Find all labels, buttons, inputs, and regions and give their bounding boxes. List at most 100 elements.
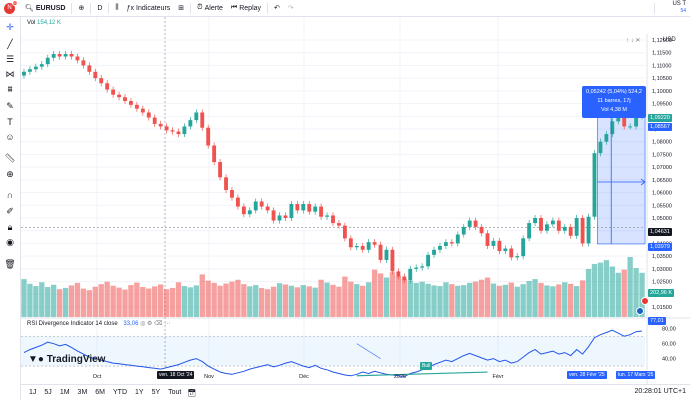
replay-button[interactable]: ⏮ Replay (227, 0, 265, 17)
indicators-label: Indicateurs (136, 4, 171, 12)
trash-icon[interactable]: 🗑︎ (4, 258, 16, 269)
rsi-badge: 77,01 (648, 317, 666, 325)
horizontal-lines-icon[interactable]: ☰ (5, 53, 15, 64)
candle-body (610, 121, 615, 135)
candle (230, 186, 234, 201)
candle (527, 220, 532, 242)
candle (479, 223, 484, 237)
layouts-button[interactable]: ⊞ (174, 0, 188, 17)
volume-bar (354, 284, 360, 317)
candle-body (277, 215, 282, 221)
zoom-in-icon[interactable]: ⊕ (6, 168, 14, 179)
stay-drawing-icon[interactable]: ✐ (6, 205, 14, 216)
us-flag-icon (636, 307, 644, 315)
time-tick-label: 2025 (394, 374, 406, 380)
candle-body (580, 218, 585, 244)
candle-body (259, 201, 264, 207)
candle (87, 62, 92, 75)
price-axis[interactable]: 1,12000 1,11500 1,11000 1,10500 1,10000 1,095… (652, 38, 676, 363)
candle (200, 109, 205, 131)
magnet-icon[interactable]: ∩ (6, 190, 14, 200)
candle-body (432, 249, 436, 255)
time-tick-label: Déc (299, 374, 309, 380)
divider (108, 2, 110, 14)
volume-bar (425, 283, 431, 317)
volume-bar (490, 283, 497, 317)
volume-bar (342, 276, 348, 317)
utc-clock[interactable]: 20:28:01 UTC+1 (634, 388, 686, 395)
candle-body (206, 127, 211, 146)
pitchfork-icon[interactable]: ⋈ (5, 68, 15, 79)
volume-bar (383, 277, 390, 317)
volume-bar (175, 282, 182, 317)
candle (521, 235, 526, 260)
volume-bar (270, 286, 277, 317)
watchlist-preview[interactable]: US T 54 (672, 1, 686, 15)
candle-body (45, 57, 50, 65)
calendar-icon[interactable]: 📅︎ (187, 389, 197, 397)
text-icon[interactable]: T (7, 117, 13, 127)
range-button-6m[interactable]: 6M (95, 389, 106, 396)
price-chart[interactable]: 1,12000 1,11500 1,11000 1,10500 1,10000 1,095… (21, 17, 690, 384)
range-button-1y[interactable]: 1Y (135, 389, 144, 396)
candle-body (283, 215, 288, 218)
candle (117, 91, 121, 101)
currency-label[interactable]: USD (663, 37, 676, 43)
interval-button[interactable]: D (93, 0, 106, 17)
candle-body (200, 112, 205, 128)
crosshair-icon[interactable]: ✛ (6, 21, 14, 32)
symbol-search[interactable]: 🔍︎ EURUSD (21, 0, 69, 17)
range-button-1j[interactable]: 1J (29, 389, 37, 396)
range-button-3m[interactable]: 3M (77, 389, 88, 396)
volume-legend-name: Vol (27, 20, 36, 26)
range-button-1m[interactable]: 1M (59, 389, 70, 396)
user-avatar[interactable]: N 11 (4, 0, 18, 14)
rsi-legend[interactable]: RSI Divergence Indicator 14 close 33,06 … (27, 320, 170, 327)
brush-icon[interactable]: ✎ (6, 100, 14, 111)
pane-controls[interactable]: ↑ ↓ ✕ (626, 38, 641, 44)
eye-icon[interactable]: ◉ (6, 236, 14, 247)
volume-bar (502, 284, 509, 317)
trendline-icon[interactable]: ╱ (7, 38, 13, 49)
candle-body (426, 254, 431, 267)
candle (69, 50, 74, 60)
legend-action-icons[interactable]: ◎ ⚙ ⌫ ⋯ (140, 321, 171, 327)
volume-legend[interactable]: Vol 154,12 K (27, 20, 61, 26)
measure-rectangle[interactable] (597, 110, 646, 245)
range-button-ytd[interactable]: YTD (113, 389, 128, 396)
candle-body (331, 215, 335, 224)
range-button-5y[interactable]: 5Y (151, 389, 161, 396)
ruler-icon[interactable]: 📏︎ (4, 152, 16, 163)
emoji-icon[interactable]: ☺ (5, 132, 15, 142)
candle-body (230, 190, 234, 198)
volume-bar (348, 281, 354, 317)
redo-button[interactable]: ↷ (284, 0, 298, 17)
chart-type-button[interactable]: ⫼ (111, 0, 122, 17)
candle-body (301, 204, 306, 211)
candle-body (556, 220, 561, 231)
candle (473, 217, 478, 230)
fib-icon[interactable]: ⩩ (7, 83, 13, 94)
divider (654, 2, 655, 14)
range-button-5j[interactable]: 5J (44, 389, 52, 396)
candle (408, 265, 413, 284)
volume-bar (615, 272, 621, 317)
candle (396, 268, 401, 280)
undo-button[interactable]: ↶ (270, 0, 284, 17)
candles (22, 50, 644, 284)
time-axis[interactable]: Oct Nov Déc 2025 Févr (93, 374, 504, 380)
range-button-tout[interactable]: Tout (168, 389, 182, 396)
candle (111, 86, 116, 98)
indicators-button[interactable]: ƒx Indicateurs (123, 0, 175, 17)
alert-button[interactable]: ⏰︎ Alerte (193, 0, 227, 17)
candle-body (319, 206, 324, 217)
candle (574, 214, 579, 239)
candle (402, 273, 407, 284)
volume-bar (568, 283, 574, 317)
candle-body (134, 104, 139, 109)
add-symbol-button[interactable]: ⊕ (74, 0, 88, 17)
candle (313, 203, 318, 215)
candle (586, 213, 591, 247)
lock-icon[interactable]: 🔒︎ (7, 221, 13, 232)
tradingview-logo[interactable]: ▼● TradingView (28, 354, 105, 365)
